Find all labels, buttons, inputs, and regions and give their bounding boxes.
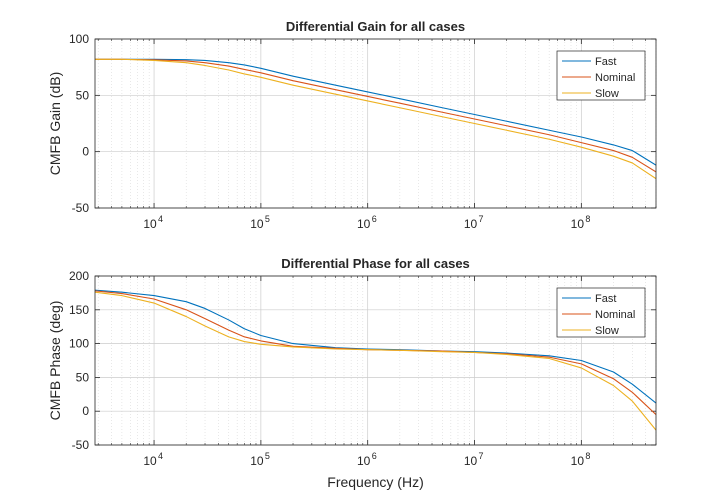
x-tick-label: 10 [250, 454, 264, 468]
subplot-2: 10 4 10 5 10 6 10 7 10 8-50050100150200Differenti… [47, 256, 657, 490]
legend-box [556, 50, 646, 101]
axes-box [94, 275, 657, 446]
y-tick-label: 200 [69, 269, 89, 283]
legend-entry-nominal: Nominal [595, 309, 635, 321]
series-group [95, 58, 656, 180]
legend: Fast Nominal Slow [556, 50, 646, 101]
x-tick-label: 10 [250, 217, 264, 231]
x-tick-label: 10 [357, 454, 371, 468]
x-tick-exponent: 7 [479, 214, 484, 224]
axes-box [94, 38, 657, 209]
series-line-fast [95, 289, 656, 404]
x-tick-label: 10 [464, 454, 478, 468]
x-tick-exponent: 4 [158, 451, 163, 461]
legend: Fast Nominal Slow [556, 287, 646, 338]
legend-box [556, 287, 646, 338]
x-tick-exponent: 8 [585, 214, 590, 224]
x-tick-label: 10 [571, 217, 585, 231]
x-tick-label: 10 [464, 217, 478, 231]
x-tick-exponent: 6 [372, 451, 377, 461]
series-line-fast [95, 58, 656, 166]
legend-entry-slow: Slow [595, 88, 619, 100]
x-axis-label: Frequency (Hz) [327, 474, 423, 490]
series-group [95, 289, 656, 431]
series-line-slow [95, 58, 656, 180]
y-tick-label: -50 [72, 201, 90, 215]
legend-entry-fast: Fast [595, 293, 616, 305]
x-tick-label: 10 [357, 217, 371, 231]
x-tick-exponent: 5 [265, 214, 270, 224]
y-tick-label: 100 [69, 32, 89, 46]
chart-title: Differential Phase for all cases [281, 256, 470, 271]
x-tick-exponent: 6 [372, 214, 377, 224]
series-line-slow [95, 291, 656, 431]
x-tick-label: 10 [143, 454, 157, 468]
x-tick-label: 10 [571, 454, 585, 468]
x-tick-exponent: 4 [158, 214, 163, 224]
legend-entry-fast: Fast [595, 56, 616, 68]
y-tick-label: 150 [69, 303, 89, 317]
y-axis-label: CMFB Phase (deg) [47, 301, 63, 421]
x-tick-exponent: 5 [265, 451, 270, 461]
chart-title: Differential Gain for all cases [286, 19, 465, 34]
y-tick-label: -50 [72, 438, 90, 452]
x-tick-exponent: 7 [479, 451, 484, 461]
y-tick-label: 0 [82, 145, 89, 159]
x-tick-exponent: 8 [585, 451, 590, 461]
series-line-nominal [95, 58, 656, 173]
y-tick-label: 50 [76, 370, 90, 384]
y-tick-label: 50 [76, 88, 90, 102]
legend-entry-slow: Slow [595, 325, 619, 337]
legend-entry-nominal: Nominal [595, 72, 635, 84]
x-tick-label: 10 [143, 217, 157, 231]
y-axis-label: CMFB Gain (dB) [47, 72, 63, 175]
y-tick-label: 0 [82, 404, 89, 418]
y-tick-label: 100 [69, 337, 89, 351]
